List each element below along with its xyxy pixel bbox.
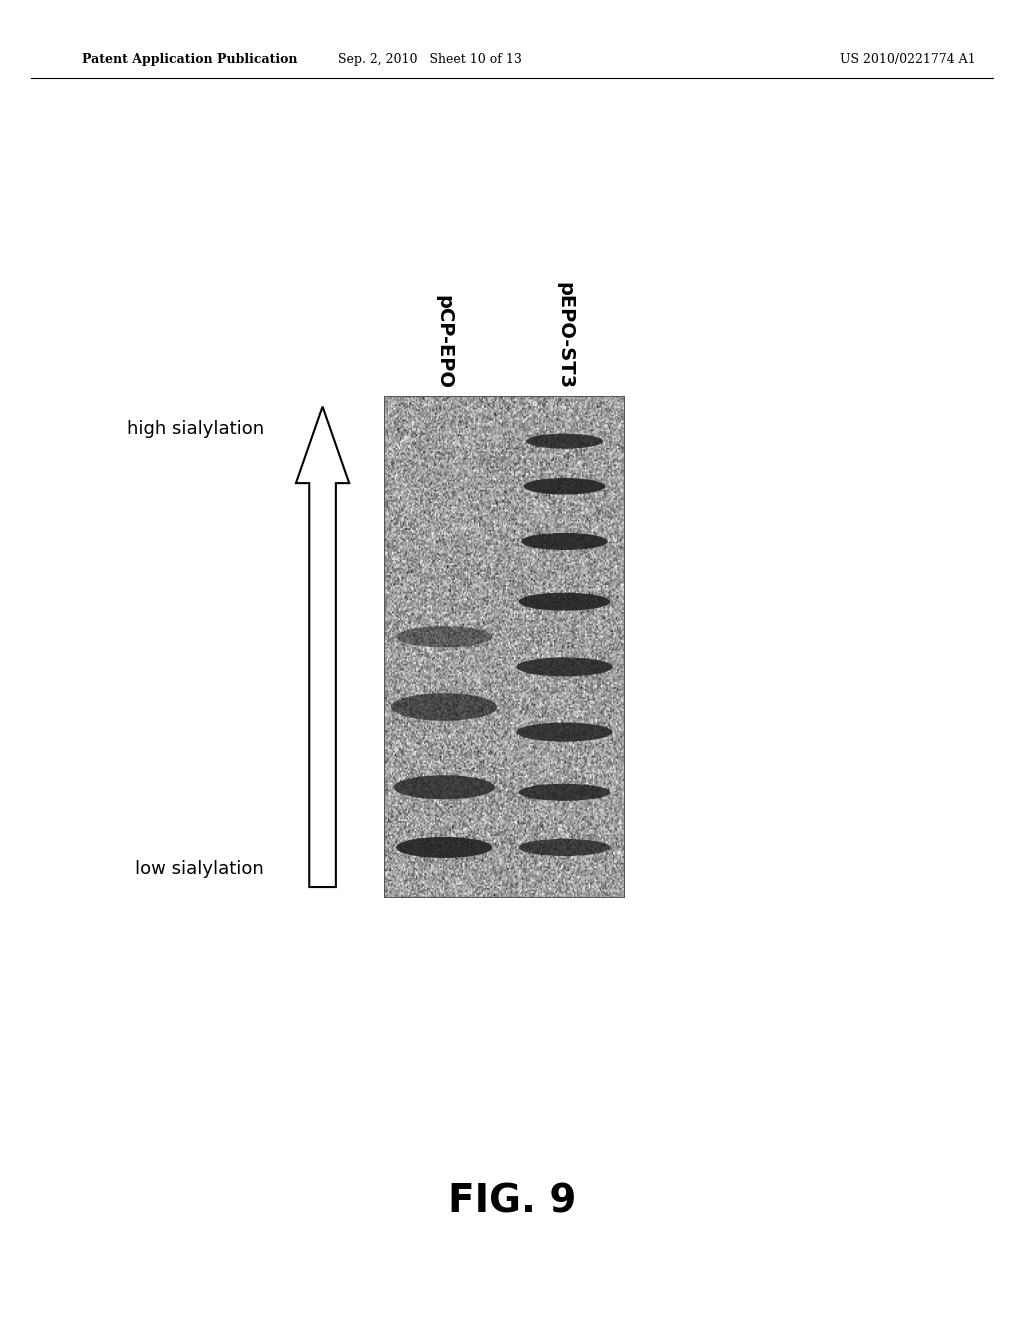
- Ellipse shape: [519, 840, 610, 855]
- Ellipse shape: [396, 626, 493, 647]
- Text: Sep. 2, 2010   Sheet 10 of 13: Sep. 2, 2010 Sheet 10 of 13: [338, 53, 522, 66]
- Ellipse shape: [519, 593, 610, 611]
- Text: US 2010/0221774 A1: US 2010/0221774 A1: [840, 53, 975, 66]
- Text: low sialylation: low sialylation: [135, 859, 264, 878]
- Ellipse shape: [396, 837, 493, 858]
- Ellipse shape: [516, 722, 612, 742]
- FancyArrow shape: [296, 407, 349, 887]
- Text: pEPO-ST3: pEPO-ST3: [555, 282, 574, 389]
- Text: FIG. 9: FIG. 9: [447, 1183, 577, 1220]
- Ellipse shape: [523, 478, 605, 495]
- Text: pCP-EPO: pCP-EPO: [434, 296, 454, 389]
- Ellipse shape: [519, 784, 610, 801]
- Ellipse shape: [521, 533, 608, 550]
- Text: high sialylation: high sialylation: [127, 420, 264, 438]
- Ellipse shape: [393, 775, 495, 800]
- Ellipse shape: [391, 693, 497, 721]
- Text: Patent Application Publication: Patent Application Publication: [82, 53, 297, 66]
- Ellipse shape: [526, 433, 603, 449]
- Ellipse shape: [516, 657, 612, 676]
